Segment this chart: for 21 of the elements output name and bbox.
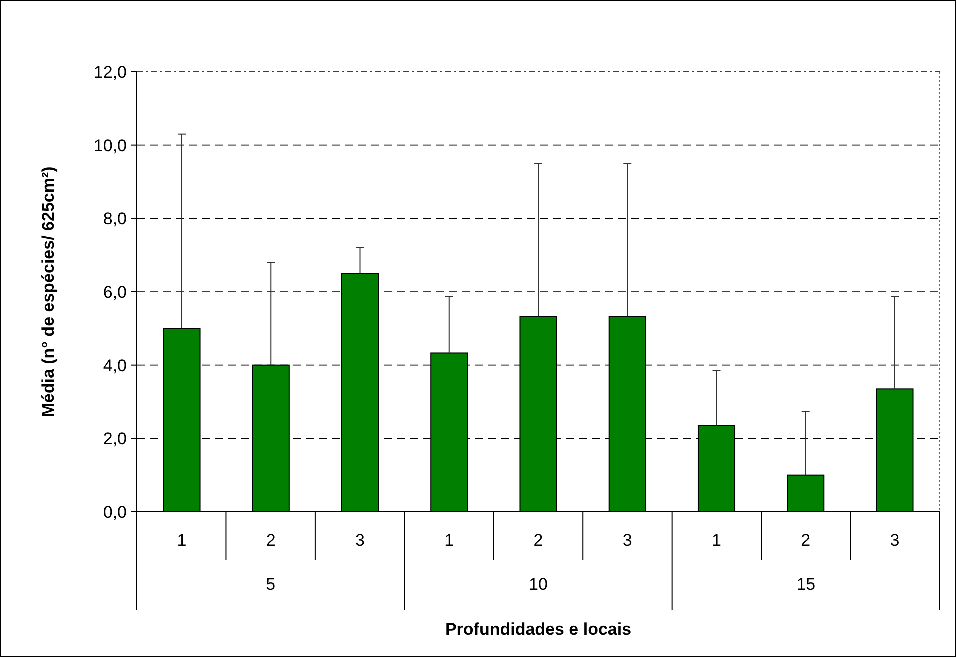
x-tick-label: 2 <box>266 530 276 550</box>
y-tick-label: 0,0 <box>103 502 127 522</box>
x-tick-label: 3 <box>622 530 632 550</box>
x-tick-label: 2 <box>534 530 544 550</box>
x-tick-label: 2 <box>801 530 811 550</box>
x-tick-label: 3 <box>356 530 365 550</box>
x-tick-label: 1 <box>444 530 454 550</box>
y-axis-title: Média (n° de espécies/ 625cm²) <box>39 166 58 418</box>
y-tick-label: 6,0 <box>103 282 127 302</box>
x-tick-label: 1 <box>177 530 187 550</box>
y-tick-label: 8,0 <box>103 210 127 229</box>
text: 15 <box>796 574 816 594</box>
y-tick-label: 10,0 <box>94 136 127 156</box>
x-axis-title: Profundidades e locais <box>445 620 632 639</box>
text: 10 <box>529 574 548 594</box>
y-tick-label: 12,0 <box>94 62 127 82</box>
x-tick-label: 3 <box>890 530 900 550</box>
y-tick-label: 2,0 <box>103 430 127 449</box>
text: 5 <box>266 574 276 594</box>
x-tick-label: 1 <box>712 530 722 550</box>
y-tick-label: 4,0 <box>103 356 127 376</box>
